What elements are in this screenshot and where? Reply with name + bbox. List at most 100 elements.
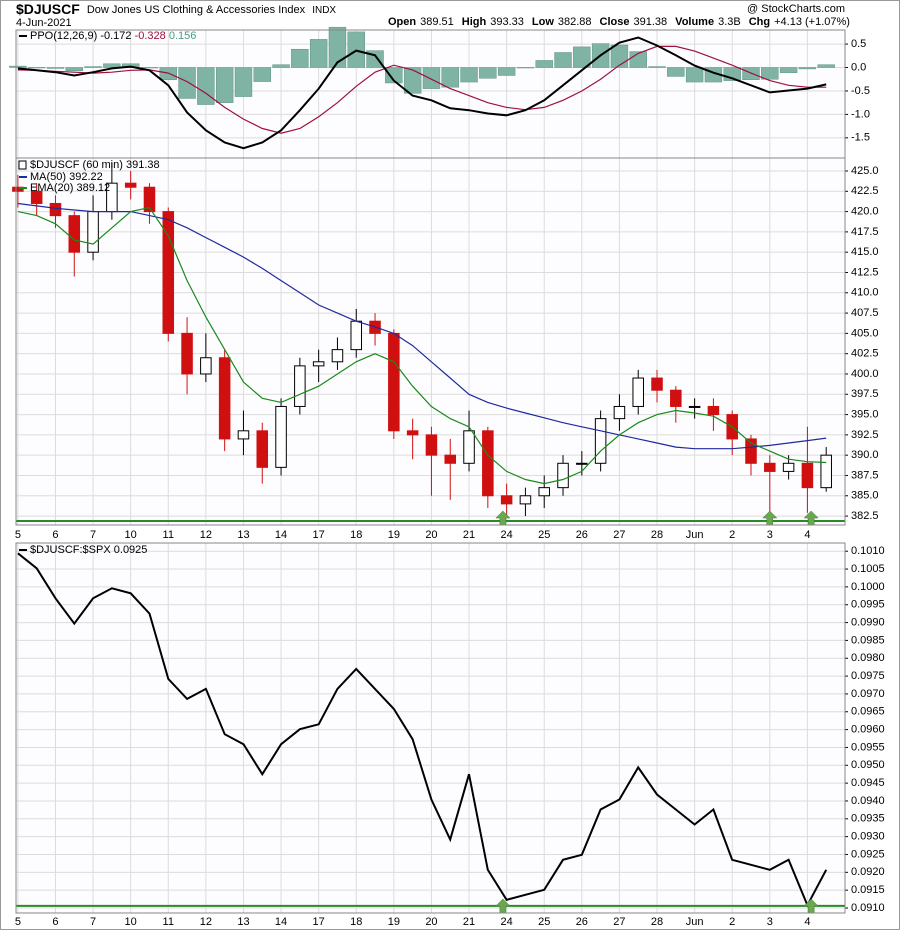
y-tick-label: 0.0995 (851, 599, 885, 611)
x-tick-label: 4 (804, 529, 810, 541)
histogram-bar (554, 52, 572, 68)
candle-body (181, 332, 193, 375)
x-tick-label: Jun (686, 529, 704, 541)
y-tick-label: 402.5 (851, 348, 879, 360)
y-tick-label: 0.0 (851, 61, 866, 73)
y-tick-label: 0.0965 (851, 706, 885, 718)
series-line (17, 36, 827, 150)
legend-value: -0.328 (135, 30, 166, 42)
histogram-bar (328, 26, 347, 68)
price-name: $DJUSCF (60 min) (30, 159, 123, 171)
y-tick-label: 0.0955 (851, 741, 885, 753)
x-tick-label: 20 (425, 529, 437, 541)
legend-value: 0.156 (169, 30, 197, 42)
y-tick-label: 0.0940 (851, 795, 885, 807)
histogram-bar (441, 67, 459, 88)
y-tick-label: 0.0915 (851, 884, 885, 896)
y-tick-label: 0.0950 (851, 759, 885, 771)
histogram-bar (385, 67, 403, 84)
ratio-name: $DJUSCF:$SPX (30, 544, 111, 556)
x-tick-label: 17 (313, 916, 325, 928)
y-tick-label: 0.0925 (851, 848, 885, 860)
exchange: INDX (312, 5, 336, 16)
legend: PPO(12,26,9) -0.172 -0.328 0.156 (19, 30, 196, 42)
legend-text: MA(50) 392.22 (30, 171, 103, 183)
legend-value: 389.12 (76, 182, 110, 194)
legend-text: EMA(20) 389.12 (30, 182, 110, 194)
candle-body (632, 377, 644, 407)
histogram-bar (140, 67, 159, 69)
x-tick-label: 12 (200, 529, 212, 541)
candle-body (670, 389, 682, 407)
stat-label: Close (600, 16, 630, 28)
candle-body (576, 462, 588, 465)
indicator-name: PPO(12,26,9) (30, 30, 97, 42)
y-tick-label: 0.0920 (851, 866, 885, 878)
stat-label: High (462, 16, 487, 28)
candle-body (30, 190, 43, 204)
candle-body (143, 186, 156, 213)
y-tick-label: 0.0935 (851, 813, 885, 825)
panel-background (16, 543, 845, 913)
x-tick-label: 13 (237, 529, 249, 541)
x-tick-label: 24 (501, 916, 513, 928)
x-tick-label: 7 (90, 916, 96, 928)
x-tick-label: 6 (52, 916, 58, 928)
y-tick-label: 395.0 (851, 408, 879, 420)
histogram-bar (817, 64, 835, 68)
y-tick-label: 0.0930 (851, 831, 885, 843)
copyright: @ StockCharts.com (747, 3, 845, 15)
symbol: $DJUSCF (16, 1, 80, 17)
x-tick-label: 18 (350, 916, 362, 928)
x-tick-label: 28 (651, 916, 663, 928)
histogram-bar (422, 67, 441, 89)
x-tick-label: 5 (15, 916, 21, 928)
header-line: $DJUSCF Dow Jones US Clothing & Accessor… (16, 1, 336, 17)
x-tick-label: 4 (804, 916, 810, 928)
histogram-bar (535, 60, 553, 68)
x-tick-label: 12 (200, 916, 212, 928)
y-tick-label: 0.0975 (851, 670, 885, 682)
candle-body (801, 462, 814, 489)
y-tick-label: 387.5 (851, 469, 879, 481)
y-tick-label: -0.5 (851, 85, 870, 97)
x-tick-label: 13 (237, 916, 249, 928)
ma-name: MA(50) (30, 171, 66, 183)
stat-value: +4.13 (+1.07%) (774, 16, 850, 28)
legend-value: -0.172 (100, 30, 131, 42)
candle-body (237, 430, 250, 440)
candle-body (256, 430, 269, 468)
histogram-bar (516, 67, 535, 69)
x-tick-label: 3 (767, 529, 773, 541)
y-tick-label: 425.0 (851, 165, 879, 177)
x-tick-label: 26 (576, 916, 588, 928)
candle-body (519, 495, 532, 505)
legend-value: 0.0925 (114, 544, 148, 556)
histogram-bar (272, 64, 290, 68)
histogram-bar (667, 67, 685, 77)
candle-body (651, 377, 663, 391)
series-line (17, 206, 827, 485)
candle-body (764, 462, 776, 472)
legend: $DJUSCF:$SPX 0.0925 (19, 544, 147, 556)
stats: Open 389.51 High 393.33 Low 382.88 Close 391.38… (388, 16, 850, 28)
stat-label: Open (388, 16, 416, 28)
histogram-bar (573, 46, 591, 68)
histogram-bar (46, 67, 65, 69)
candle-body (388, 332, 400, 432)
candle-body (538, 487, 550, 497)
y-tick-label: 0.1000 (851, 581, 885, 593)
y-tick-label: 0.5 (851, 38, 866, 50)
y-tick-label: 390.0 (851, 449, 879, 461)
panel-border (15, 542, 846, 914)
histogram-bar (497, 67, 516, 76)
x-tick-label: 25 (538, 916, 550, 928)
legend: $DJUSCF (60 min) 391.38 MA(50) 392.22 EM… (18, 159, 160, 194)
series-line (17, 45, 827, 134)
candle-body (12, 186, 24, 192)
candle-body (425, 434, 438, 456)
panel: 0.5 0.0 -0.5 -1.0 -1.5 (9, 26, 870, 159)
legend-text: $DJUSCF (60 min) 391.38 (30, 159, 160, 171)
y-tick-label: 0.0990 (851, 616, 885, 628)
candle-body (275, 405, 287, 468)
